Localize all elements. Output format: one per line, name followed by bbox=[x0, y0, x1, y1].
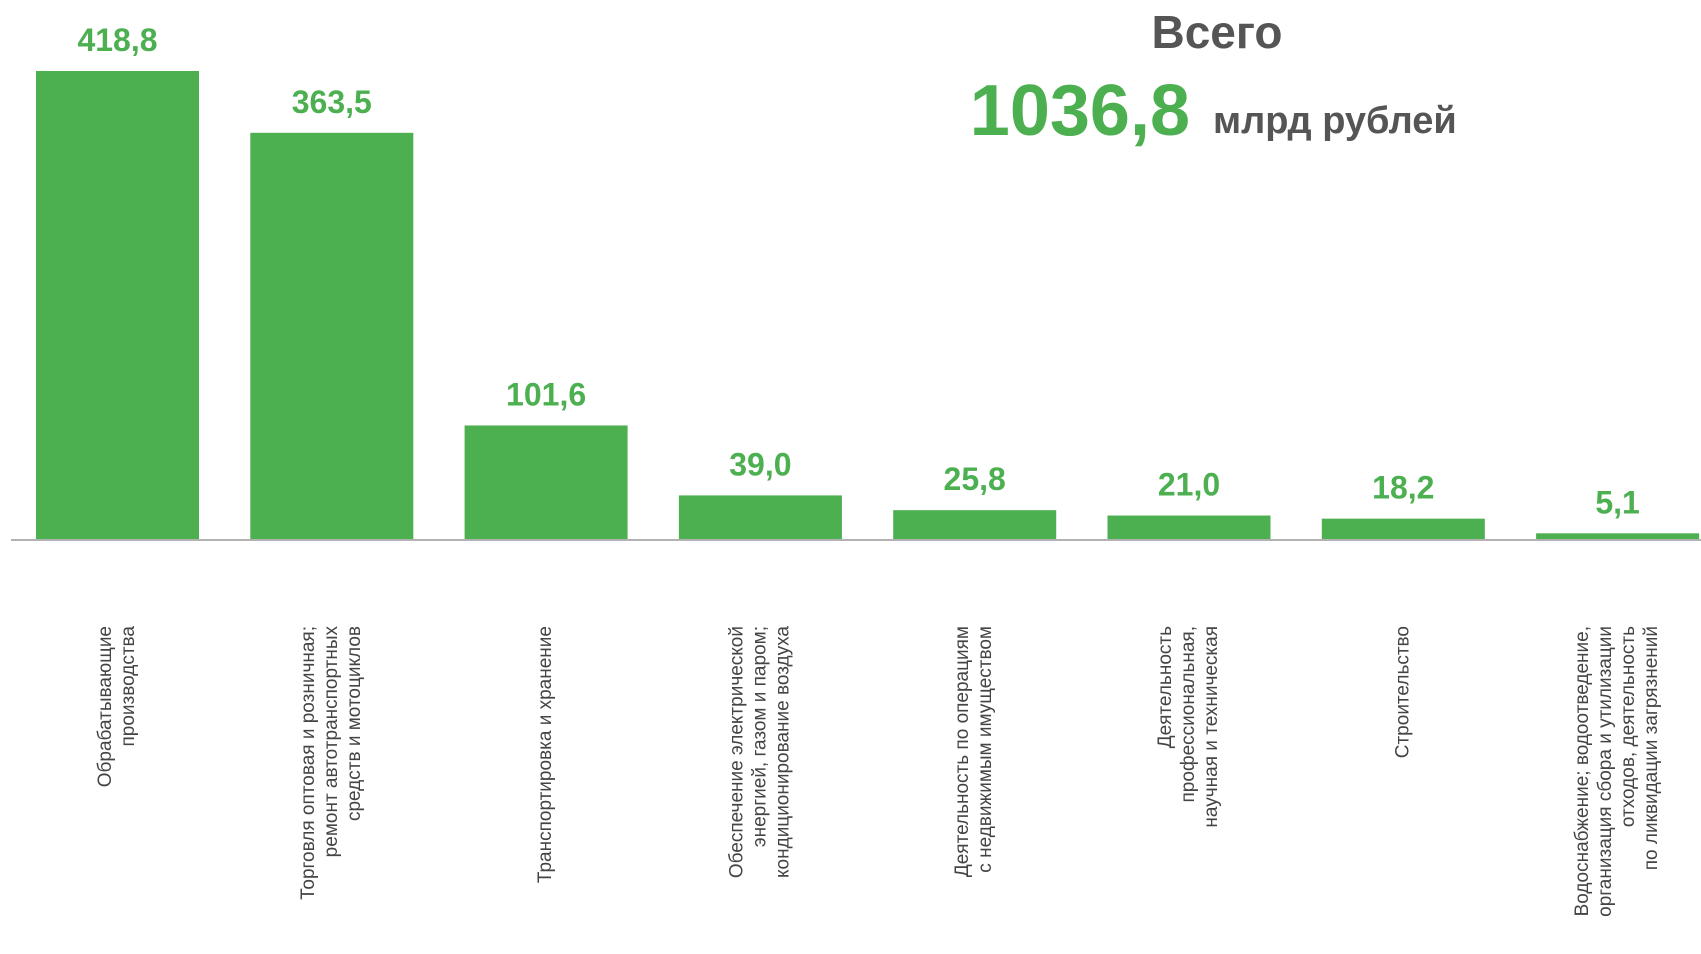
value-label: 39,0 bbox=[729, 446, 791, 482]
bar bbox=[678, 495, 842, 539]
category-label: Деятельность по операциям с недвижимым им… bbox=[952, 626, 996, 877]
total-unit: млрд рублей bbox=[1213, 100, 1457, 142]
bar bbox=[250, 132, 414, 539]
value-label: 418,8 bbox=[77, 22, 157, 58]
bar bbox=[1536, 533, 1700, 539]
total-value: 1036,8 bbox=[970, 71, 1190, 151]
bar bbox=[36, 71, 199, 539]
bar bbox=[1321, 518, 1485, 539]
category-label: Деятельность профессиональная, научная и т… bbox=[1155, 626, 1222, 828]
value-label: 25,8 bbox=[944, 461, 1006, 497]
bar bbox=[464, 425, 628, 539]
category-label: Торговля оптовая и розничная; ремонт авто… bbox=[298, 626, 365, 900]
value-label: 5,1 bbox=[1595, 484, 1639, 520]
bar bbox=[893, 510, 1057, 539]
bar bbox=[1107, 515, 1271, 539]
category-label: Обрабатывающие производства bbox=[95, 626, 139, 788]
total-title: Всего bbox=[1151, 6, 1282, 58]
category-label: Строительство bbox=[1392, 626, 1413, 758]
value-label: 363,5 bbox=[292, 84, 372, 120]
value-label: 21,0 bbox=[1158, 467, 1220, 503]
category-label: Водоснабжение; водоотведение, организация… bbox=[1572, 626, 1662, 917]
value-label: 101,6 bbox=[506, 376, 586, 412]
category-label: Обеспечение электрической энергией, газом… bbox=[726, 626, 793, 879]
category-label: Транспортировка и хранение bbox=[535, 626, 556, 883]
value-label: 18,2 bbox=[1372, 470, 1434, 506]
